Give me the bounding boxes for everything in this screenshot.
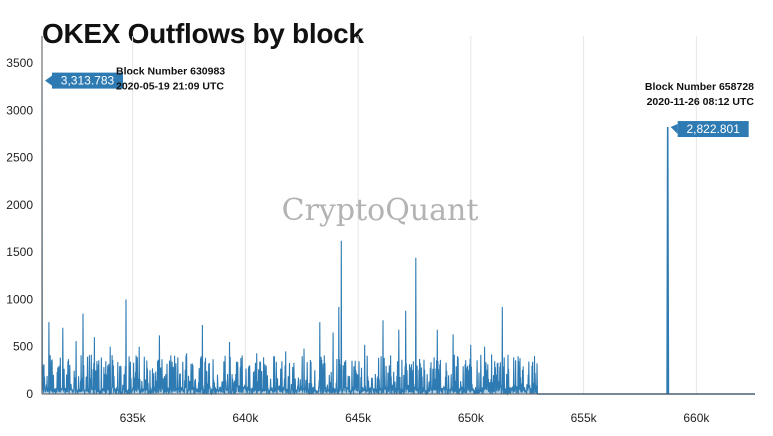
annotation-block-number: Block Number 630983 [116, 66, 225, 78]
x-tick-label: 640k [232, 411, 259, 425]
series-line [41, 80, 538, 396]
series-layer [41, 80, 755, 396]
y-tick-label: 2000 [6, 198, 33, 212]
callout-box [677, 121, 749, 138]
x-tick-label: 645k [345, 411, 372, 425]
x-tick-label: 655k [571, 411, 598, 425]
watermark-logo: CryptoQuant [282, 193, 479, 228]
y-tick-label: 1500 [6, 245, 33, 259]
y-tick-label: 2500 [6, 151, 33, 165]
x-tick-label: 660k [683, 411, 710, 425]
y-tick-label: 3500 [6, 56, 33, 70]
y-tick-label: 500 [13, 340, 33, 354]
y-tick-label: 0 [26, 387, 33, 401]
y-tick-label: 3000 [6, 103, 33, 117]
chart-title: OKEX Outflows by block [42, 18, 364, 49]
annotation: 2,822.801 Block Number 658728 2020-11-26 0… [645, 81, 755, 138]
series-area [42, 80, 538, 394]
callout-pointer [45, 75, 52, 86]
callout-value: 3,313.783 [61, 74, 115, 88]
annotation-timestamp: 2020-05-19 21:09 UTC [116, 81, 224, 93]
y-tick-label: 1000 [6, 292, 33, 306]
callout-pointer [670, 124, 678, 135]
annotation-block-number: Block Number 658728 [645, 81, 754, 93]
series-line-tail [537, 126, 755, 395]
callout-value: 2,822.801 [686, 122, 740, 136]
x-tick-label: 635k [120, 411, 147, 425]
axes: 635k 640k 645k 650k 655k 660k 0 500 1000 1500 2000… [6, 36, 755, 425]
x-tick-label: 650k [458, 411, 485, 425]
callout-box [52, 72, 123, 89]
grid-lines [132, 36, 697, 394]
annotation-timestamp: 2020-11-26 08:12 UTC [647, 96, 755, 108]
